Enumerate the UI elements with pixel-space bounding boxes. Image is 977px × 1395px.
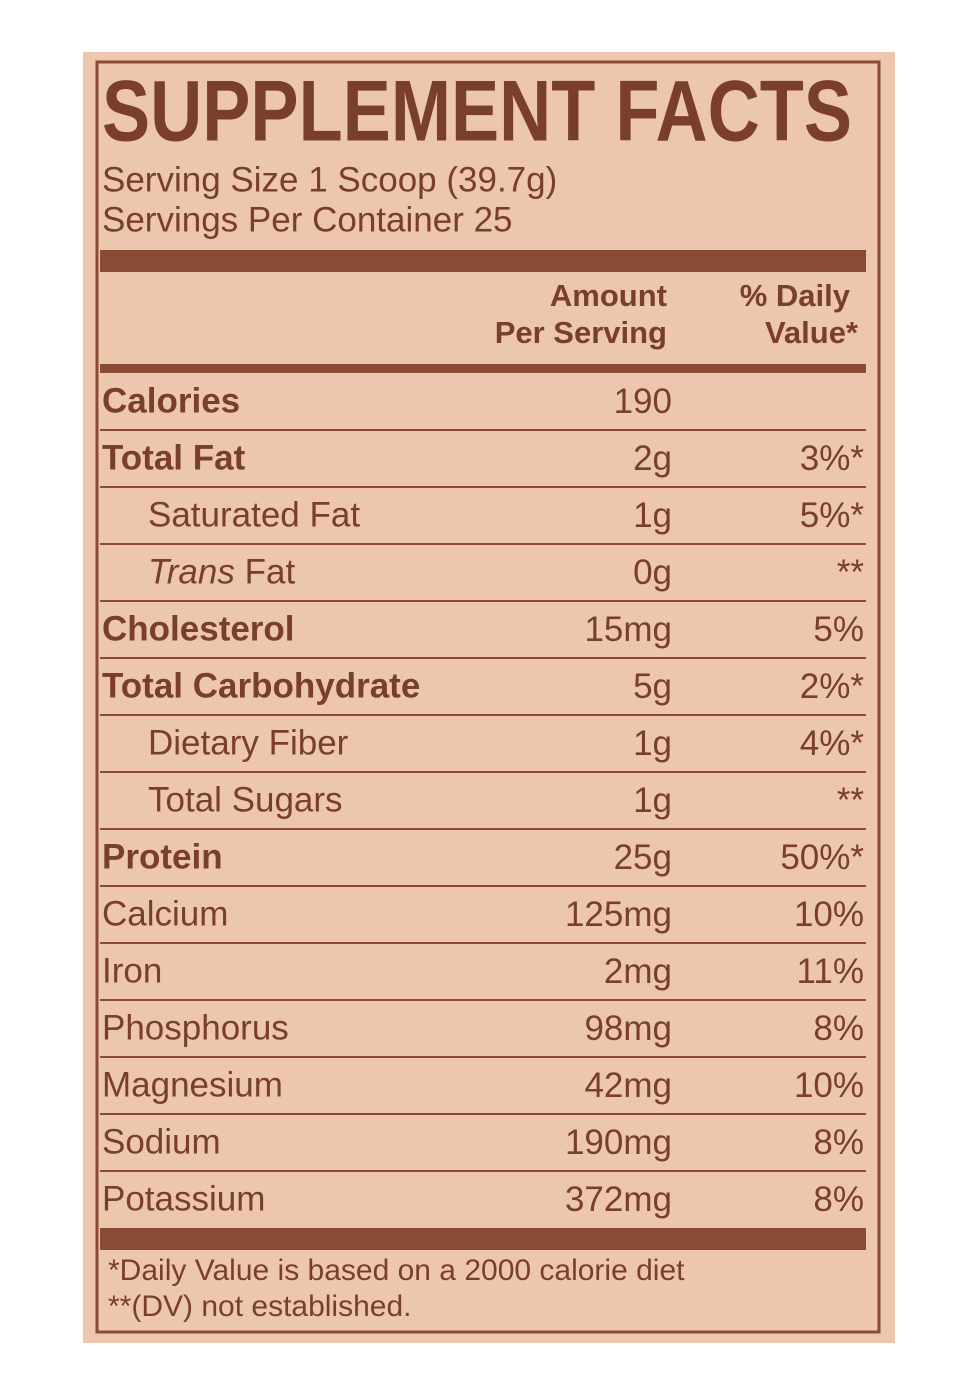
row-amount: 15mg: [584, 610, 672, 649]
servings-per-container: Servings Per Container 25: [102, 200, 513, 239]
row-name-text: Cholesterol: [102, 610, 295, 649]
thick-bar: [100, 1228, 866, 1250]
row-amount: 42mg: [584, 1066, 672, 1105]
row-name-text: Protein: [102, 838, 223, 877]
header-amount: Amount: [550, 278, 667, 313]
row-name: Calcium: [102, 895, 228, 934]
row-daily-value: 4%*: [800, 724, 865, 763]
row-name-text: Iron: [102, 952, 162, 991]
row-name: Total Carbohydrate: [102, 667, 420, 706]
row-name: Potassium: [102, 1180, 265, 1219]
row-amount: 372mg: [565, 1180, 672, 1219]
header-dv: % Daily: [740, 278, 851, 313]
row-amount: 2g: [633, 439, 672, 478]
row-amount: 25g: [614, 838, 672, 877]
row-name-text: Fat: [245, 553, 296, 592]
row-name: Total Fat: [102, 439, 246, 478]
row-name: Phosphorus: [102, 1009, 289, 1048]
row-daily-value: 11%: [797, 952, 864, 991]
row-daily-value: 5%*: [800, 496, 865, 535]
row-name: Saturated Fat: [148, 496, 360, 535]
row-name-italic: Trans: [148, 553, 235, 592]
row-daily-value: **: [837, 553, 865, 592]
row-name: Total Sugars: [148, 781, 343, 820]
serving-size: Serving Size 1 Scoop (39.7g): [102, 160, 557, 199]
row-name: Magnesium: [102, 1066, 283, 1105]
row-daily-value: **: [837, 781, 865, 820]
row-name-text: Potassium: [102, 1180, 265, 1219]
row-daily-value: 8%: [813, 1123, 864, 1162]
header-amount: Per Serving: [495, 315, 667, 350]
row-daily-value: 8%: [813, 1009, 864, 1048]
row-daily-value: 10%: [794, 895, 864, 934]
row-daily-value: 10%: [794, 1066, 864, 1105]
row-name-text: Total Fat: [102, 439, 246, 478]
row-amount: 1g: [633, 781, 672, 820]
label-frame: [95, 60, 881, 1334]
thick-bar: [100, 250, 866, 272]
row-amount: 190mg: [565, 1123, 672, 1162]
row-name: Protein: [102, 838, 223, 877]
row-name-text: Magnesium: [102, 1066, 283, 1105]
footnote: *Daily Value is based on a 2000 calorie …: [108, 1254, 685, 1287]
row-name: Cholesterol: [102, 610, 295, 649]
row-amount: 98mg: [584, 1009, 672, 1048]
row-daily-value: 3%*: [800, 439, 865, 478]
footnote: **(DV) not established.: [108, 1290, 412, 1323]
row-daily-value: 8%: [813, 1180, 864, 1219]
row-amount: 1g: [633, 724, 672, 763]
row-name: Dietary Fiber: [148, 724, 349, 763]
row-amount: 5g: [633, 667, 672, 706]
header-dv: Value*: [765, 315, 859, 350]
row-amount: 2mg: [604, 952, 672, 991]
row-name: Iron: [102, 952, 162, 991]
row-amount: 125mg: [565, 895, 672, 934]
row-name-text: Total Sugars: [148, 781, 343, 820]
rows: Calories 190 Total Fat 2g 3%* Saturated Fat 1g…: [100, 382, 866, 1219]
row-name-text: Saturated Fat: [148, 496, 360, 535]
row-name: Sodium: [102, 1123, 221, 1162]
row-amount: 0g: [633, 553, 672, 592]
row-name-text: Total Carbohydrate: [102, 667, 420, 706]
row-name-text: Calcium: [102, 895, 228, 934]
medium-bar: [100, 364, 866, 373]
row-name-text: Dietary Fiber: [148, 724, 349, 763]
row-daily-value: 50%*: [780, 838, 864, 877]
row-amount: 1g: [633, 496, 672, 535]
row-name: Trans Fat: [148, 553, 295, 592]
row-name-text: Sodium: [102, 1123, 221, 1162]
row-daily-value: 5%: [813, 610, 864, 649]
row-daily-value: 2%*: [800, 667, 865, 706]
row-name: Calories: [102, 382, 240, 421]
row-name-text: Calories: [102, 382, 240, 421]
row-amount: 190: [614, 382, 672, 421]
title: SUPPLEMENT FACTS: [102, 64, 852, 160]
row-name-text: Phosphorus: [102, 1009, 289, 1048]
